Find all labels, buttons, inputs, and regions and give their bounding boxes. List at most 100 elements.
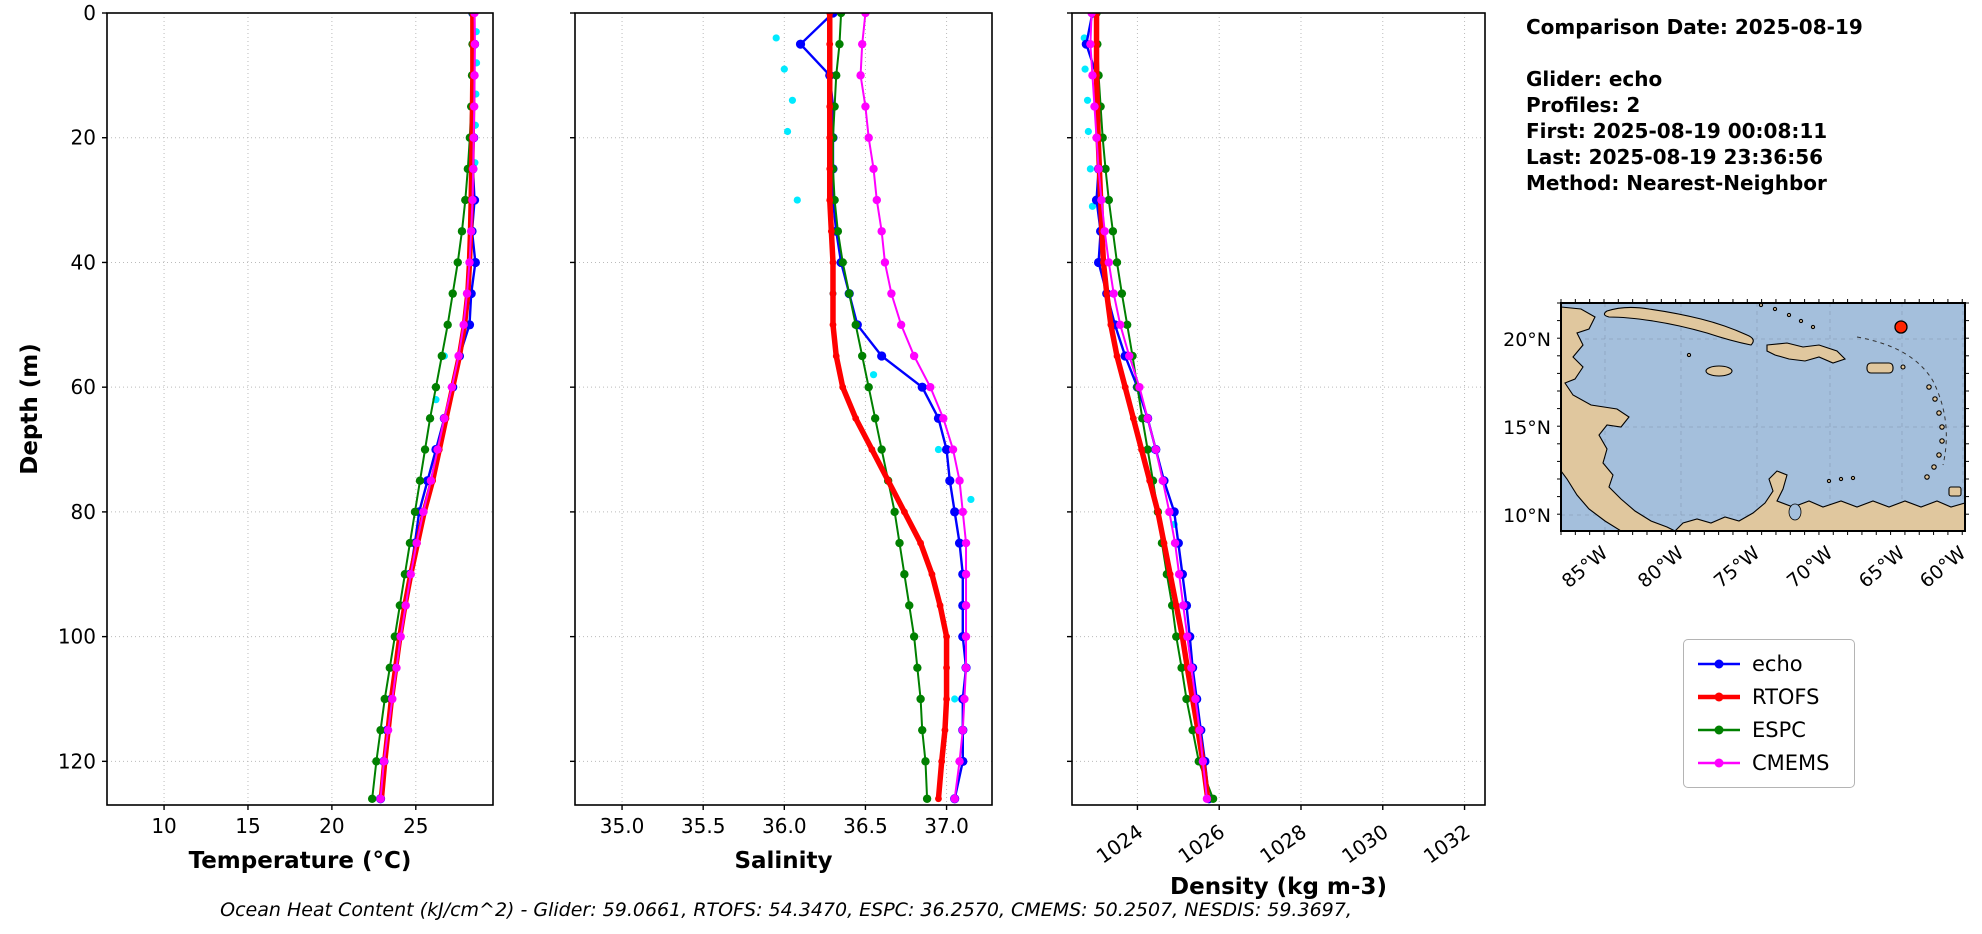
svg-text:70°W: 70°W xyxy=(1783,542,1837,593)
info-gap xyxy=(1526,40,1863,66)
land-aruba-curacao xyxy=(1850,475,1856,481)
map-lat-labels: 20°N 15°N 10°N xyxy=(1503,329,1551,527)
series-ESPC xyxy=(828,13,932,803)
land-antilles xyxy=(1939,438,1945,444)
lake-maracaibo xyxy=(1788,503,1802,521)
series-ESPC xyxy=(367,13,478,803)
series-ESPC xyxy=(1092,13,1218,803)
svg-text:20°N: 20°N xyxy=(1503,329,1551,351)
svg-text:1028: 1028 xyxy=(1255,819,1310,868)
land-hispaniola xyxy=(1766,342,1847,364)
method-text: Method: Nearest-Neighbor xyxy=(1526,171,1827,195)
svg-text:15: 15 xyxy=(235,814,260,838)
land-trinidad xyxy=(1948,486,1962,497)
glider-position-marker xyxy=(1894,320,1908,334)
chart-salinity: 35.0 35.5 36.0 36.5 37.0 Salinity xyxy=(570,12,993,874)
land-antilles xyxy=(1936,452,1942,458)
axes-frame xyxy=(1071,12,1486,806)
gridlines xyxy=(1072,12,1485,805)
svg-text:20: 20 xyxy=(319,814,344,838)
land-jamaica xyxy=(1705,365,1733,377)
legend-label: CMEMS xyxy=(1752,751,1830,775)
last-profile-text: Last: 2025-08-19 23:36:56 xyxy=(1526,145,1824,169)
gridlines xyxy=(107,12,493,805)
land-virgin-islands xyxy=(1900,364,1906,370)
svg-text:37.0: 37.0 xyxy=(924,814,969,838)
svg-text:120: 120 xyxy=(58,749,96,773)
land-antilles xyxy=(1939,424,1945,430)
land-antilles xyxy=(1936,410,1942,416)
map-border xyxy=(1560,302,1966,532)
svg-text:25: 25 xyxy=(403,814,428,838)
svg-text:60: 60 xyxy=(71,375,96,399)
series-RTOFS xyxy=(377,13,477,803)
legend-sample-CMEMS xyxy=(1698,758,1740,768)
y-tick-labels xyxy=(1067,12,1072,763)
gridlines xyxy=(575,12,992,805)
land-central-america xyxy=(1560,306,1676,532)
land-bahamas xyxy=(1786,312,1792,318)
glider-name-text: Glider: echo xyxy=(1526,67,1663,91)
x-axis-label: Temperature (°C) xyxy=(189,848,412,874)
land-aruba-curacao xyxy=(1826,478,1832,484)
plot-area xyxy=(772,13,975,804)
legend-label: echo xyxy=(1752,652,1803,676)
svg-text:1024: 1024 xyxy=(1092,819,1147,868)
land-aruba-curacao xyxy=(1838,476,1844,482)
series-RTOFS xyxy=(826,13,950,803)
land-bahamas xyxy=(1798,318,1804,324)
svg-text:80°W: 80°W xyxy=(1634,542,1688,593)
svg-text:15°N: 15°N xyxy=(1503,417,1551,439)
legend-label: ESPC xyxy=(1752,718,1806,742)
x-axis-label: Density (kg m-3) xyxy=(1170,874,1387,900)
land-puerto-rico xyxy=(1866,362,1894,374)
series-CMEMS xyxy=(376,13,480,803)
map-lon-labels: 85°W 80°W 75°W 70°W 65°W 60°W xyxy=(1558,542,1970,593)
legend-item-ESPC: ESPC xyxy=(1696,718,1830,742)
land-antilles xyxy=(1931,464,1937,470)
legend: echo RTOFS ESPC CMEMS xyxy=(1683,639,1855,788)
inset-map: 20°N 15°N 10°N 85°W 80°W 75°W 70°W 65°W 60°W xyxy=(1503,299,1970,593)
svg-text:1032: 1032 xyxy=(1419,819,1474,868)
svg-text:35.5: 35.5 xyxy=(681,814,726,838)
first-profile-text: First: 2025-08-19 00:08:11 xyxy=(1526,119,1828,143)
land-antilles xyxy=(1926,384,1932,390)
y-tick-labels: 0 20 40 60 80 100 120 xyxy=(58,1,107,773)
plot-area xyxy=(367,13,481,804)
legend-sample-echo xyxy=(1698,659,1740,669)
x-axis-label: Salinity xyxy=(734,848,832,874)
land-cayman xyxy=(1686,352,1692,358)
land-south-america xyxy=(1673,470,1966,532)
svg-text:85°W: 85°W xyxy=(1558,542,1612,593)
map-land xyxy=(1560,302,1966,532)
svg-text:1030: 1030 xyxy=(1337,819,1392,868)
svg-text:60°W: 60°W xyxy=(1916,542,1970,593)
x-tick-labels: 10 15 20 25 xyxy=(151,805,429,838)
x-tick-labels: 35.0 35.5 36.0 36.5 37.0 xyxy=(600,805,969,838)
axes-frame xyxy=(106,12,494,806)
axes-frame xyxy=(574,12,993,806)
inset-map-container: 20°N 15°N 10°N 85°W 80°W 75°W 70°W 65°W 60°W xyxy=(1486,295,1982,629)
svg-text:20: 20 xyxy=(71,126,96,150)
svg-text:35.0: 35.0 xyxy=(600,814,645,838)
info-panel: Comparison Date: 2025-08-19 Glider: echo… xyxy=(1526,14,1863,196)
svg-text:36.0: 36.0 xyxy=(762,814,807,838)
plot-area xyxy=(1080,13,1218,804)
land-bahamas xyxy=(1772,306,1778,312)
svg-text:36.5: 36.5 xyxy=(843,814,888,838)
svg-text:40: 40 xyxy=(71,250,96,274)
land-antilles xyxy=(1924,474,1930,480)
svg-text:10: 10 xyxy=(151,814,176,838)
chart-density: 1024 1026 1028 1030 1032 Density (kg m-3) xyxy=(1067,12,1486,900)
y-tick-labels xyxy=(570,12,575,763)
svg-text:80: 80 xyxy=(71,500,96,524)
svg-text:65°W: 65°W xyxy=(1855,542,1909,593)
svg-text:75°W: 75°W xyxy=(1710,542,1764,593)
comparison-date-text: Comparison Date: 2025-08-19 xyxy=(1526,15,1863,39)
svg-text:10°N: 10°N xyxy=(1503,505,1551,527)
legend-item-echo: echo xyxy=(1696,652,1830,676)
svg-text:100: 100 xyxy=(58,625,96,649)
legend-sample-RTOFS xyxy=(1698,692,1740,702)
legend-sample-ESPC xyxy=(1698,725,1740,735)
